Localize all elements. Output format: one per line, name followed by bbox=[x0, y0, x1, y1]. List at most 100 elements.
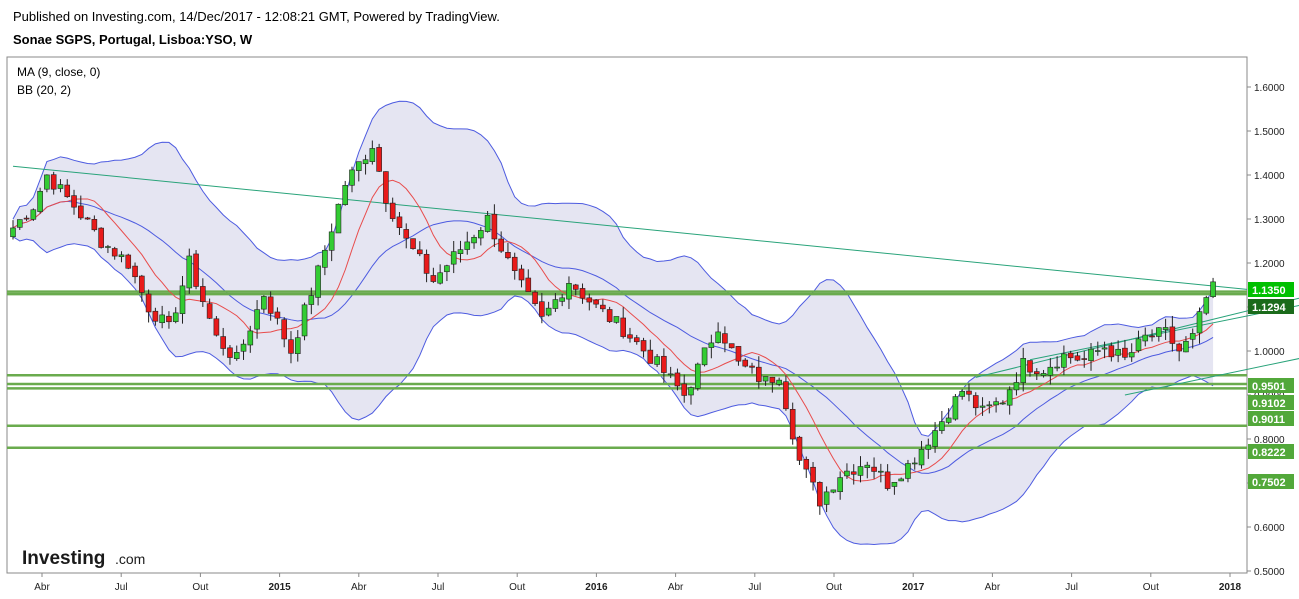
candle-body bbox=[1088, 348, 1094, 361]
candle-body bbox=[132, 265, 138, 278]
price-label-text: 0.7502 bbox=[1252, 477, 1286, 489]
candle-body bbox=[857, 466, 864, 476]
candle bbox=[945, 408, 952, 425]
candle-body bbox=[1040, 373, 1047, 376]
candle-body bbox=[240, 343, 247, 352]
price-label-text: 1.1350 bbox=[1252, 285, 1286, 297]
candle-body bbox=[423, 253, 430, 274]
candle bbox=[830, 489, 837, 494]
candle bbox=[369, 140, 376, 165]
candle bbox=[1196, 307, 1203, 344]
symbol-title: Sonae SGPS, Portugal, Lisboa:YSO, W bbox=[13, 32, 253, 47]
candle-body bbox=[355, 161, 362, 171]
candle bbox=[84, 216, 91, 220]
candle-body bbox=[206, 303, 213, 319]
candle bbox=[708, 334, 715, 359]
candle bbox=[416, 241, 423, 257]
candle-body bbox=[383, 171, 389, 204]
candle bbox=[478, 227, 484, 246]
candle-body bbox=[1067, 352, 1074, 359]
candle bbox=[817, 481, 823, 515]
candle-body bbox=[111, 248, 118, 257]
candle bbox=[918, 440, 925, 469]
candle bbox=[281, 317, 288, 348]
candle-body bbox=[71, 195, 77, 208]
candle-body bbox=[993, 401, 999, 406]
candle-body bbox=[606, 309, 613, 322]
candle bbox=[227, 345, 233, 365]
candle bbox=[850, 464, 857, 485]
candle-body bbox=[362, 159, 369, 165]
candle-body bbox=[159, 314, 165, 324]
candle bbox=[681, 374, 688, 403]
candle bbox=[789, 402, 796, 445]
candle-body bbox=[925, 444, 932, 450]
candle bbox=[349, 166, 355, 193]
candle bbox=[159, 305, 165, 329]
candle bbox=[91, 215, 98, 232]
candle bbox=[105, 244, 111, 254]
y-tick-label: 1.4000 bbox=[1254, 171, 1285, 182]
candle bbox=[959, 389, 966, 400]
candle-body bbox=[844, 470, 850, 477]
candle bbox=[1142, 327, 1149, 347]
candle bbox=[301, 302, 308, 341]
price-label: 1.1350 bbox=[1248, 282, 1294, 297]
candle-body bbox=[1061, 353, 1067, 368]
candle-body bbox=[979, 405, 986, 408]
candle bbox=[891, 481, 898, 495]
y-axis-ticks: 0.50000.60000.70000.80000.90001.00001.10… bbox=[1247, 83, 1285, 578]
candle-body bbox=[681, 383, 688, 396]
candle bbox=[823, 486, 830, 513]
candle bbox=[1033, 368, 1040, 381]
candle-body bbox=[498, 238, 504, 252]
price-label-box bbox=[1248, 444, 1294, 459]
candle-body bbox=[152, 310, 159, 322]
candle bbox=[749, 362, 755, 374]
price-labels: 1.1350 1.1294 0.9501 0.9102 0.9011 0.8222 0.75… bbox=[1248, 282, 1294, 489]
candle-body bbox=[911, 462, 918, 465]
candle-body bbox=[233, 352, 240, 360]
candle-body bbox=[1101, 347, 1108, 350]
candle-body bbox=[1027, 360, 1033, 373]
candle bbox=[50, 171, 57, 195]
x-tick-label: Out bbox=[192, 582, 208, 593]
candle-body bbox=[416, 249, 423, 255]
candle-body bbox=[647, 349, 654, 364]
candle bbox=[403, 223, 410, 249]
candle-body bbox=[871, 466, 877, 472]
candle-body bbox=[830, 489, 837, 493]
candle-body bbox=[437, 272, 443, 284]
candle bbox=[613, 316, 620, 324]
x-tick-label: Abr bbox=[34, 582, 50, 593]
candle bbox=[939, 410, 945, 434]
candle bbox=[525, 269, 532, 292]
candle bbox=[16, 219, 23, 231]
x-tick-label: Jul bbox=[432, 582, 445, 593]
candle-body bbox=[769, 376, 776, 383]
candle-body bbox=[84, 217, 91, 220]
candle bbox=[254, 300, 260, 339]
candle-body bbox=[694, 363, 701, 389]
candle bbox=[1210, 277, 1216, 299]
candle-body bbox=[1149, 335, 1155, 338]
candle bbox=[261, 295, 267, 314]
candle bbox=[193, 250, 199, 290]
candle bbox=[206, 298, 213, 320]
ma-line bbox=[12, 179, 1214, 482]
candle-body bbox=[749, 365, 755, 368]
candle bbox=[491, 204, 498, 248]
candle bbox=[925, 438, 932, 459]
bb-lower bbox=[12, 236, 1214, 545]
candle bbox=[10, 220, 16, 240]
x-tick-label: Jul bbox=[115, 582, 128, 593]
candle bbox=[539, 292, 545, 324]
x-tick-label: Jul bbox=[748, 582, 761, 593]
price-label: 0.8222 bbox=[1248, 444, 1294, 459]
candle-body bbox=[464, 241, 471, 250]
candle-body bbox=[322, 249, 328, 268]
candle bbox=[78, 195, 84, 220]
price-label-box bbox=[1248, 282, 1294, 297]
x-tick-label: Abr bbox=[985, 582, 1001, 593]
candle bbox=[688, 386, 694, 405]
